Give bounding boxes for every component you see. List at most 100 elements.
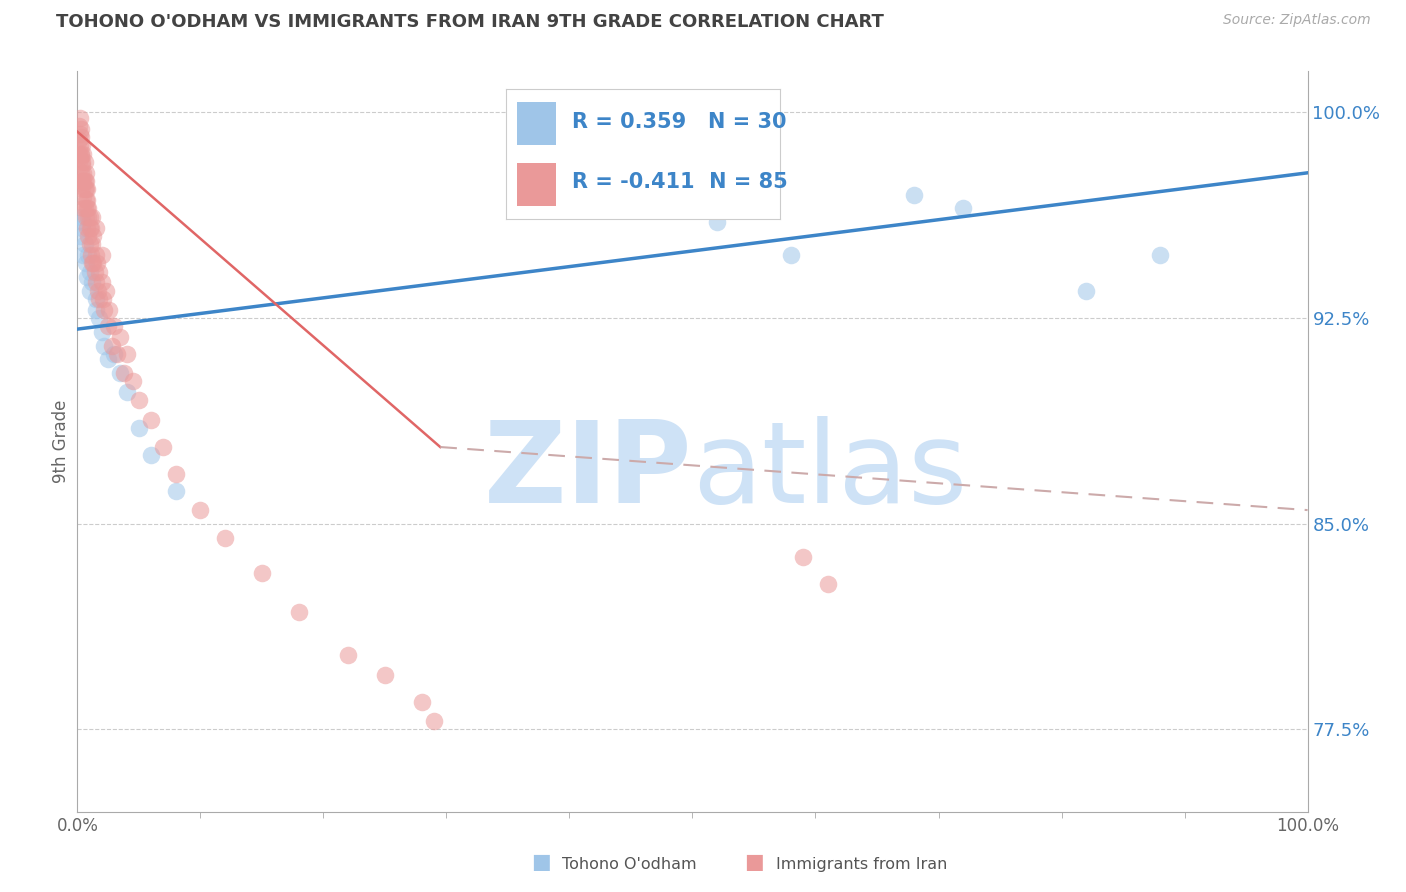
Point [165, 483, 187, 498]
Point [103, 347, 125, 361]
Point [105, 347, 128, 361]
Point [128, 393, 150, 408]
Point [72, 215, 94, 229]
Text: R = -0.411  N = 85: R = -0.411 N = 85 [572, 171, 787, 192]
Point [72, 166, 94, 180]
Point [115, 347, 138, 361]
Point [82, 256, 104, 270]
Point [97, 352, 120, 367]
Point [73, 182, 96, 196]
Point [84, 292, 107, 306]
Point [76, 202, 98, 216]
Point [83, 264, 105, 278]
Point [75, 256, 97, 270]
Point [80, 220, 103, 235]
Point [411, 695, 433, 709]
Point [77, 228, 100, 243]
Point [70, 174, 93, 188]
Point [952, 202, 974, 216]
Point [165, 467, 187, 482]
Point [115, 385, 138, 400]
Point [70, 166, 93, 180]
Point [214, 531, 236, 545]
Point [76, 182, 98, 196]
Point [706, 215, 728, 229]
Point [423, 714, 446, 729]
Point [70, 182, 93, 196]
Point [94, 284, 117, 298]
Point [141, 448, 163, 462]
Point [82, 228, 104, 243]
Point [93, 338, 115, 352]
Text: TOHONO O'ODHAM VS IMMIGRANTS FROM IRAN 9TH GRADE CORRELATION CHART: TOHONO O'ODHAM VS IMMIGRANTS FROM IRAN 9… [56, 13, 884, 31]
Point [97, 319, 120, 334]
Point [90, 248, 114, 262]
Point [69, 138, 91, 153]
Point [82, 276, 104, 290]
Point [128, 421, 150, 435]
FancyBboxPatch shape [517, 163, 555, 206]
Point [112, 366, 135, 380]
Point [69, 152, 91, 166]
Point [121, 374, 143, 388]
Point [70, 158, 93, 172]
Text: Source: ZipAtlas.com: Source: ZipAtlas.com [1223, 13, 1371, 28]
Point [792, 549, 814, 564]
Point [70, 154, 93, 169]
Point [76, 220, 98, 235]
Point [72, 248, 94, 262]
Point [188, 503, 212, 517]
Point [77, 202, 100, 216]
Point [73, 202, 96, 216]
Point [93, 302, 115, 317]
Point [250, 566, 273, 581]
Point [1149, 248, 1171, 262]
FancyBboxPatch shape [517, 102, 555, 145]
Point [73, 174, 96, 188]
Point [780, 248, 803, 262]
Point [76, 270, 98, 285]
Point [91, 292, 114, 306]
Point [75, 210, 97, 224]
Point [72, 174, 94, 188]
Point [75, 182, 97, 196]
Point [817, 577, 839, 591]
Point [337, 648, 360, 663]
Point [79, 264, 101, 278]
Point [79, 284, 101, 298]
Point [79, 220, 101, 235]
Point [69, 111, 91, 125]
Point [69, 128, 91, 142]
Point [67, 133, 90, 147]
Point [110, 330, 132, 344]
Point [75, 174, 97, 188]
Point [89, 264, 111, 278]
Point [75, 193, 97, 207]
Point [72, 146, 94, 161]
Point [87, 284, 110, 298]
Point [67, 119, 90, 133]
Point [79, 210, 101, 224]
Point [82, 237, 104, 252]
Point [70, 122, 93, 136]
Point [152, 440, 174, 454]
Text: ■: ■ [744, 853, 763, 872]
Point [67, 146, 90, 161]
Point [90, 276, 114, 290]
Point [84, 302, 107, 317]
Point [69, 228, 91, 243]
Text: R = 0.359   N = 30: R = 0.359 N = 30 [572, 112, 786, 132]
Point [77, 210, 100, 224]
Point [101, 338, 124, 352]
Point [84, 220, 107, 235]
Point [90, 325, 114, 339]
Point [1076, 284, 1098, 298]
Point [70, 174, 93, 188]
Point [70, 149, 93, 163]
Point [288, 605, 311, 619]
Text: atlas: atlas [693, 416, 967, 526]
Point [84, 248, 107, 262]
Point [70, 146, 93, 161]
Point [70, 220, 93, 235]
Point [70, 130, 93, 145]
